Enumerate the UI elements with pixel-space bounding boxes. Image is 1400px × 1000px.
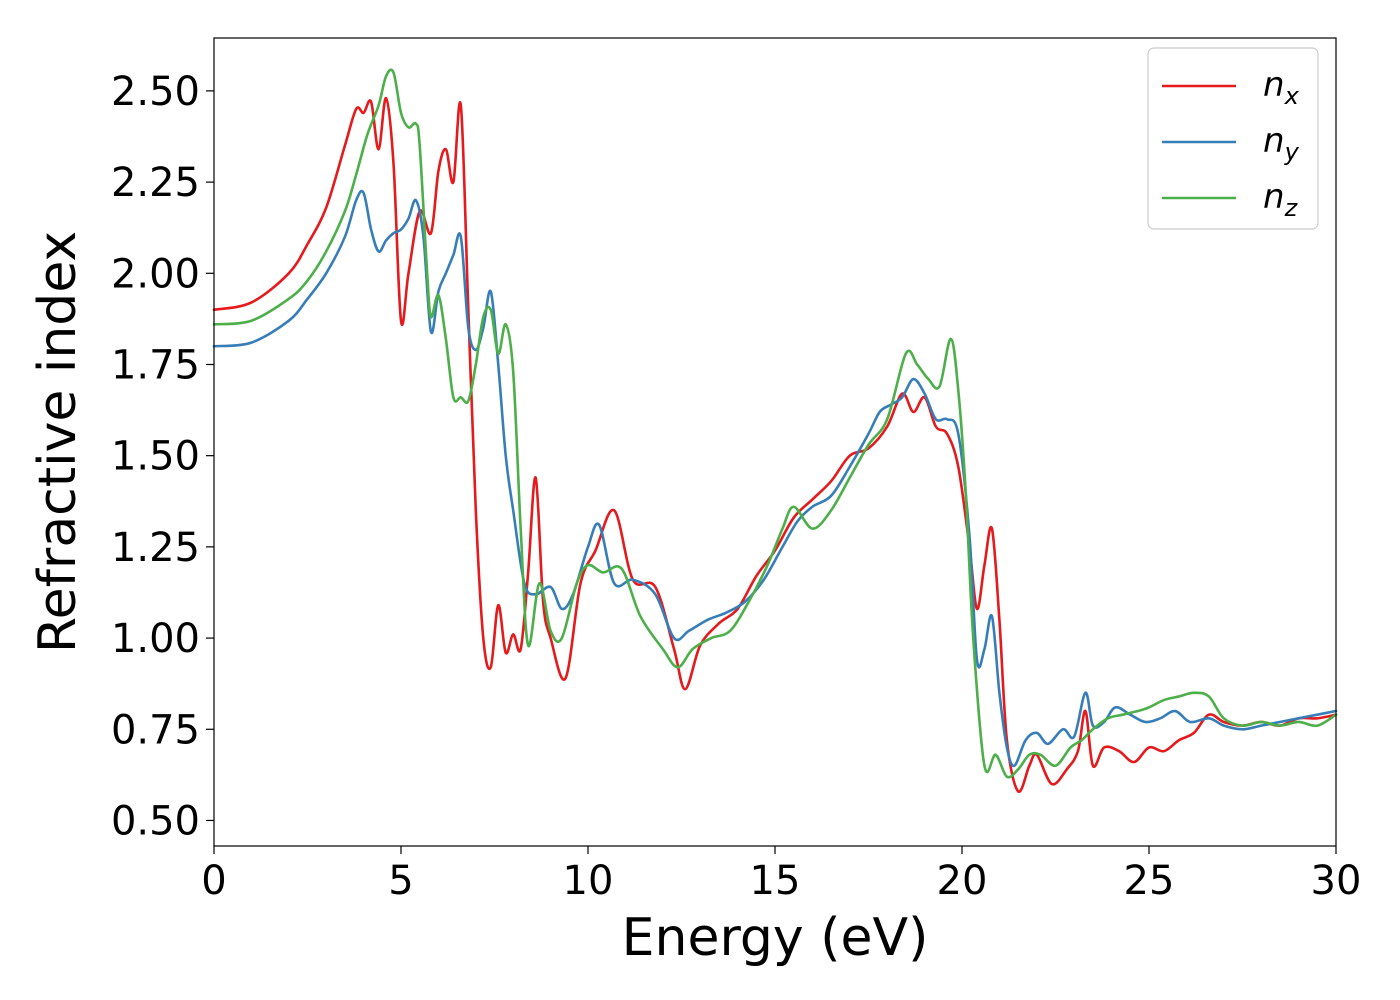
x-axis: 0 5 10 15 20 25 30	[201, 846, 1361, 904]
y-axis: 0.50 0.75 1.00 1.25 1.50 1.75 2.00 2.25 2.50	[111, 69, 214, 844]
x-tick-label: 30	[1311, 858, 1362, 904]
x-tick-label: 0	[201, 858, 226, 904]
y-tick-label: 1.25	[111, 525, 200, 571]
y-tick-label: 2.50	[111, 69, 200, 115]
legend-label-n-z: nz	[1263, 177, 1299, 222]
legend-label-n-y: ny	[1263, 121, 1300, 166]
x-tick-label: 20	[937, 858, 988, 904]
legend: nx ny nz	[1147, 47, 1319, 230]
x-tick-label: 5	[388, 858, 413, 904]
legend-label-n-x: nx	[1263, 65, 1300, 110]
x-tick-label: 25	[1124, 858, 1175, 904]
x-axis-title: Energy (eV)	[622, 908, 929, 968]
y-tick-label: 1.50	[111, 434, 200, 480]
series-layer	[212, 68, 1338, 793]
y-tick-label: 2.25	[111, 160, 200, 206]
y-tick-label: 1.75	[111, 342, 200, 388]
y-tick-label: 0.75	[111, 707, 200, 753]
series-line-n-z	[212, 68, 1338, 779]
y-axis-title: Refractive index	[28, 231, 88, 653]
y-tick-label: 2.00	[111, 251, 200, 297]
legend-frame	[1147, 47, 1319, 230]
x-tick-label: 10	[563, 858, 614, 904]
y-tick-label: 0.50	[111, 798, 200, 844]
y-tick-label: 1.00	[111, 616, 200, 662]
x-tick-label: 15	[750, 858, 801, 904]
